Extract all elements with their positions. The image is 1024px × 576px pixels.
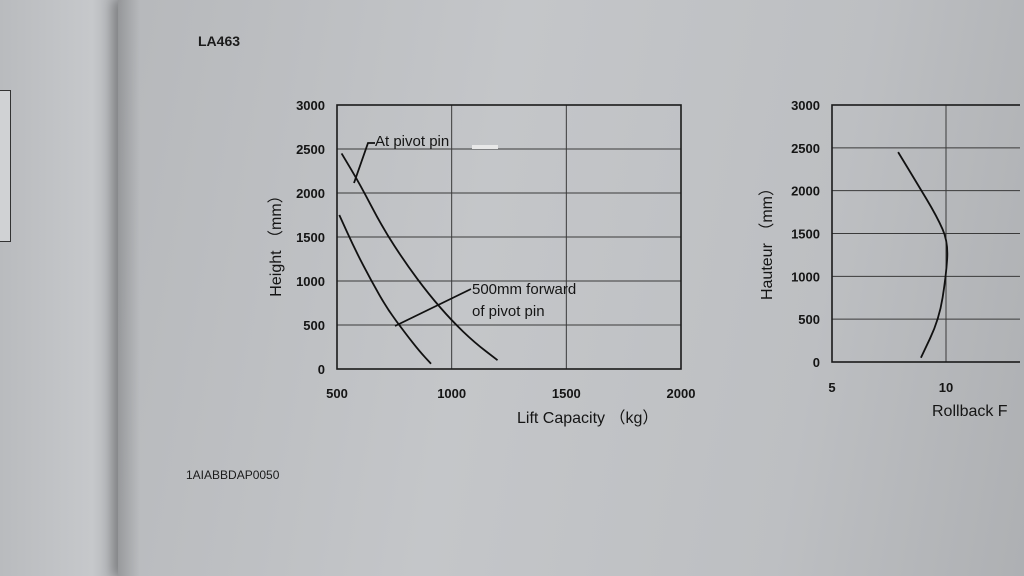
y-axis-label: Height （mm） (267, 187, 285, 296)
y-tick-label: 1500 (296, 230, 325, 245)
figure-id: 1AIABBDAP0050 (186, 468, 280, 482)
annotation-leader-2 (394, 288, 472, 327)
y-tick-label: 500 (798, 312, 820, 327)
y-tick-label: 2500 (791, 141, 820, 156)
x-tick-label: 2000 (667, 386, 696, 401)
left-page-table-edge (0, 90, 11, 242)
y-tick-label: 0 (318, 362, 325, 377)
y-tick-label: 3000 (296, 98, 325, 113)
series-line-1 (340, 152, 499, 361)
x-tick-label: 1000 (437, 386, 466, 401)
y-tick-label: 2000 (791, 184, 820, 199)
x-tick-label: 10 (939, 380, 953, 395)
page-fold-shadow (118, 0, 140, 576)
series-line-1 (897, 151, 949, 359)
chart-2 (831, 104, 1020, 363)
chart-1 (336, 104, 682, 370)
y-axis-label: Hauteur （mm） (758, 180, 776, 300)
left-facing-page (0, 0, 132, 576)
annotation-500mm-forward: 500mm forward (472, 281, 576, 298)
y-tick-label: 2500 (296, 142, 325, 157)
y-tick-label: 2000 (296, 186, 325, 201)
x-axis-label: Lift Capacity （kg） (517, 409, 658, 427)
x-tick-label: 5 (828, 380, 835, 395)
annotation-of-pivot-pin: of pivot pin (472, 303, 545, 320)
page-code: LA463 (198, 33, 241, 49)
y-tick-label: 1000 (296, 274, 325, 289)
annotation-leader-1 (353, 142, 375, 184)
plot-frame (336, 104, 682, 370)
y-tick-label: 500 (303, 318, 325, 333)
manual-page (118, 0, 1024, 576)
x-tick-label: 1500 (552, 386, 581, 401)
series-line-2 (338, 214, 432, 365)
y-tick-label: 1000 (791, 269, 820, 284)
y-tick-label: 0 (813, 355, 820, 370)
y-tick-label: 3000 (791, 98, 820, 113)
plot-frame (831, 104, 1020, 363)
y-tick-label: 1500 (791, 227, 820, 242)
x-tick-label: 500 (326, 386, 348, 401)
x-axis-label: Rollback F (932, 403, 1008, 420)
annotation-at-pivot-pin: At pivot pin (375, 133, 449, 150)
